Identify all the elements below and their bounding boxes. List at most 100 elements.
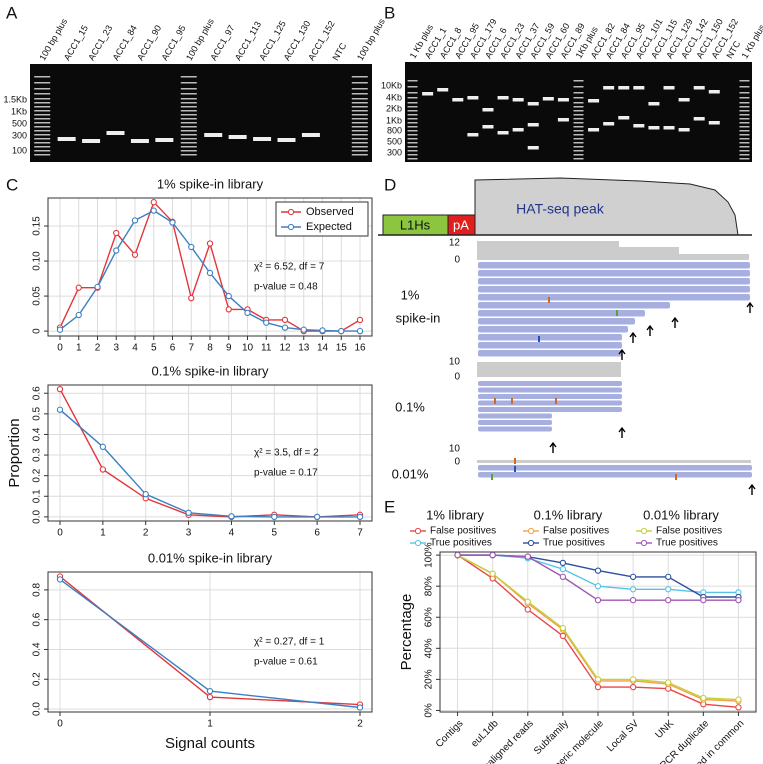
data-point <box>99 443 107 450</box>
dna-band <box>155 138 174 142</box>
data-point <box>131 217 139 224</box>
data-point <box>244 309 251 317</box>
read <box>478 270 750 277</box>
dna-band <box>557 118 569 122</box>
ladder-band <box>739 134 750 136</box>
data-point <box>56 576 64 583</box>
track-label: 0.01% <box>392 466 429 481</box>
ladder-band <box>573 92 584 94</box>
y-tick-label: 0.5 <box>32 406 43 420</box>
data-point <box>665 597 672 604</box>
data-point <box>356 513 364 521</box>
ladder-band <box>573 134 584 136</box>
x-tick-label: 7 <box>357 528 363 539</box>
y-axis-label: Proportion <box>6 418 23 487</box>
ladder-band <box>739 97 750 99</box>
ladder-band <box>739 86 750 88</box>
dna-band <box>693 86 705 90</box>
ladder-band <box>34 142 51 144</box>
data-point <box>665 679 672 686</box>
ladder-band <box>573 102 584 104</box>
read <box>478 286 750 293</box>
read-end-arrow <box>746 301 754 313</box>
dna-band <box>106 131 125 135</box>
peak-label: HAT-seq peak <box>516 201 605 217</box>
dna-band <box>678 128 690 132</box>
x-tick-label: 15 <box>336 343 348 354</box>
dna-band <box>618 116 630 120</box>
y-tick-label: 0% <box>424 703 435 718</box>
dna-band <box>527 102 539 106</box>
y-tick-label: 0.10 <box>32 251 43 271</box>
ladder-band <box>34 88 51 90</box>
ladder-band <box>351 150 368 152</box>
legend-swatch <box>527 539 535 547</box>
data-point <box>629 676 637 683</box>
data-point <box>356 316 364 324</box>
ladder-band <box>351 88 368 90</box>
read-end-arrow <box>629 331 637 343</box>
dna-band <box>648 126 660 130</box>
y-tick-label: 0.6 <box>32 386 43 400</box>
dna-band <box>204 133 223 137</box>
data-point <box>188 243 195 251</box>
dna-band <box>618 86 630 90</box>
dna-band <box>678 98 690 102</box>
ladder-band <box>407 150 418 152</box>
read <box>478 262 750 269</box>
y-tick-label: 0.0 <box>32 509 43 523</box>
ladder-band <box>739 122 750 124</box>
dna-band <box>603 122 615 126</box>
ladder-band <box>573 97 584 99</box>
annotation: p-value = 0.48 <box>254 282 318 293</box>
x-tick-label: 0 <box>57 528 63 539</box>
read <box>478 294 750 301</box>
data-point <box>225 292 232 300</box>
read-end-arrow <box>671 316 679 328</box>
ladder-band <box>351 106 368 108</box>
mismatch <box>511 398 513 404</box>
read <box>478 381 622 386</box>
y-tick-label: 0.6 <box>32 612 43 626</box>
y-tick-label: 0 <box>32 328 43 334</box>
ladder-band <box>180 102 197 104</box>
ladder-band <box>180 142 197 144</box>
ladder-band <box>573 118 584 120</box>
size-marker: 2Kb <box>386 103 402 113</box>
ladder-band <box>180 110 197 112</box>
ladder-band <box>351 122 368 124</box>
data-point <box>559 624 567 632</box>
y-tick-label: 40% <box>424 638 435 658</box>
data-point <box>206 240 214 247</box>
ladder-band <box>739 110 750 112</box>
dna-band <box>663 126 675 130</box>
size-marker: 1Kb <box>11 106 27 116</box>
data-point <box>629 683 637 691</box>
dna-band <box>497 131 509 135</box>
dna-band <box>482 108 494 112</box>
data-point <box>700 694 707 702</box>
y-tick-label: 0.05 <box>32 286 43 306</box>
ladder-band <box>739 118 750 120</box>
ladder-band <box>407 122 418 124</box>
ladder-band <box>34 114 51 116</box>
ladder-band <box>180 88 197 90</box>
ladder-band <box>180 122 197 124</box>
read <box>478 465 752 471</box>
track-label: 1% <box>401 287 420 302</box>
dna-band <box>527 123 539 127</box>
panel-label: E <box>384 497 395 516</box>
x-tick-label: 2 <box>143 528 149 539</box>
annotation: χ² = 0.27, df = 1 <box>254 637 325 648</box>
dna-band <box>708 90 720 94</box>
dna-band <box>542 97 554 101</box>
mismatch <box>616 310 618 316</box>
dna-band <box>130 139 149 143</box>
data-point <box>206 269 214 277</box>
ladder-band <box>351 130 368 132</box>
data-point <box>281 316 289 324</box>
ladder-band <box>573 154 584 156</box>
dna-band <box>82 139 101 143</box>
dna-band <box>452 98 464 102</box>
ladder-band <box>573 114 584 116</box>
